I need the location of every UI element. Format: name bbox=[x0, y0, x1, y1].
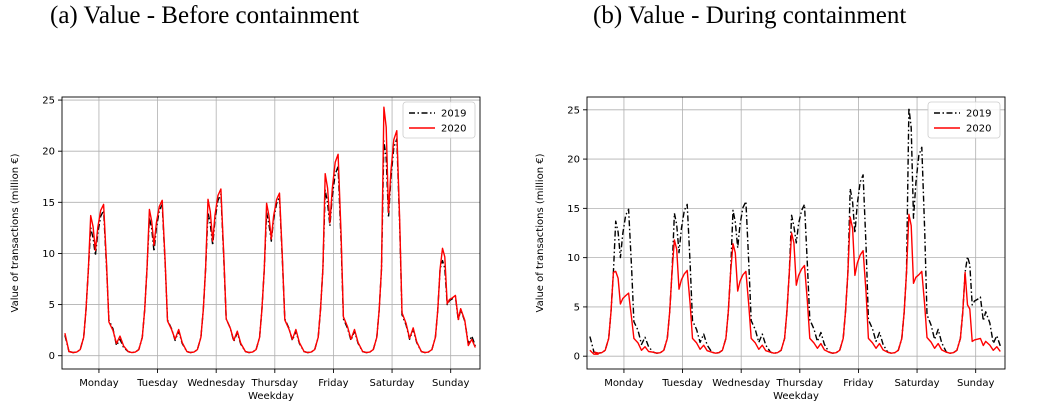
legend-label: 2020 bbox=[441, 124, 466, 135]
x-axis-label: Weekday bbox=[248, 391, 294, 402]
legend: 2019 2020 bbox=[402, 101, 476, 139]
series-line-2020 bbox=[64, 106, 476, 354]
y-tick-label: 25 bbox=[42, 96, 55, 107]
x-tick-label: Sunday bbox=[432, 378, 469, 389]
x-axis-label: Weekday bbox=[773, 391, 819, 402]
x-tick-label: Tuesday bbox=[661, 378, 703, 389]
legend-box bbox=[402, 101, 476, 139]
series-line-2019 bbox=[64, 138, 476, 354]
y-tick-label: 15 bbox=[567, 204, 580, 215]
y-tick-label: 5 bbox=[49, 300, 55, 311]
legend-label: 2019 bbox=[441, 109, 466, 120]
line-chart-before-containment: 0 5 10 15 20 25 Monday Tuesday Wednesday Thursday… bbox=[10, 96, 481, 402]
series-line-2020 bbox=[589, 213, 1001, 355]
legend-label: 2019 bbox=[966, 109, 991, 120]
x-tick-label: Wednesday bbox=[187, 378, 245, 389]
plot-frame bbox=[61, 96, 481, 370]
x-tick-label: Friday bbox=[318, 378, 348, 389]
y-tick-label: 5 bbox=[574, 302, 580, 313]
legend: 2019 2020 bbox=[927, 101, 1001, 139]
x-tick-label: Friday bbox=[843, 378, 873, 389]
y-axis-label: Value of transactions (million €) bbox=[10, 153, 21, 312]
chart-caption: (b) Value - During containment bbox=[593, 2, 907, 29]
y-tick-label: 0 bbox=[49, 351, 55, 362]
y-tick-label: 0 bbox=[574, 352, 580, 363]
y-tick-label: 10 bbox=[42, 249, 55, 260]
x-tick-label: Thursday bbox=[251, 378, 299, 389]
x-tick-label: Saturday bbox=[895, 378, 940, 389]
chart-caption: (a) Value - Before containment bbox=[50, 2, 360, 29]
y-tick-label: 15 bbox=[42, 198, 55, 209]
grid bbox=[62, 97, 480, 369]
y-tick-label: 20 bbox=[42, 147, 55, 158]
x-tick-label: Monday bbox=[79, 378, 119, 389]
x-tick-label: Sunday bbox=[957, 378, 994, 389]
y-tick-label: 25 bbox=[567, 105, 580, 116]
series-line-2019 bbox=[589, 107, 1001, 354]
x-tick-label: Saturday bbox=[370, 378, 415, 389]
y-tick-label: 20 bbox=[567, 155, 580, 166]
y-tick-label: 10 bbox=[567, 253, 580, 264]
x-tick-label: Wednesday bbox=[712, 378, 770, 389]
line-chart-during-containment: 0 5 10 15 20 25 Monday Tuesday Wednesday Thursday… bbox=[535, 96, 1006, 402]
x-tick-label: Thursday bbox=[776, 378, 824, 389]
panel-during-containment: (b) Value - During containment 0 5 10 15 20 2… bbox=[525, 0, 1049, 416]
x-tick-label: Tuesday bbox=[136, 378, 178, 389]
x-tick-label: Monday bbox=[604, 378, 644, 389]
plot-frame bbox=[586, 96, 1006, 370]
legend-box bbox=[927, 101, 1001, 139]
y-axis-label: Value of transactions (million €) bbox=[535, 153, 546, 312]
legend-label: 2020 bbox=[966, 124, 991, 135]
panel-before-containment: (a) Value - Before containment 0 5 10 15 20 2… bbox=[0, 0, 524, 416]
